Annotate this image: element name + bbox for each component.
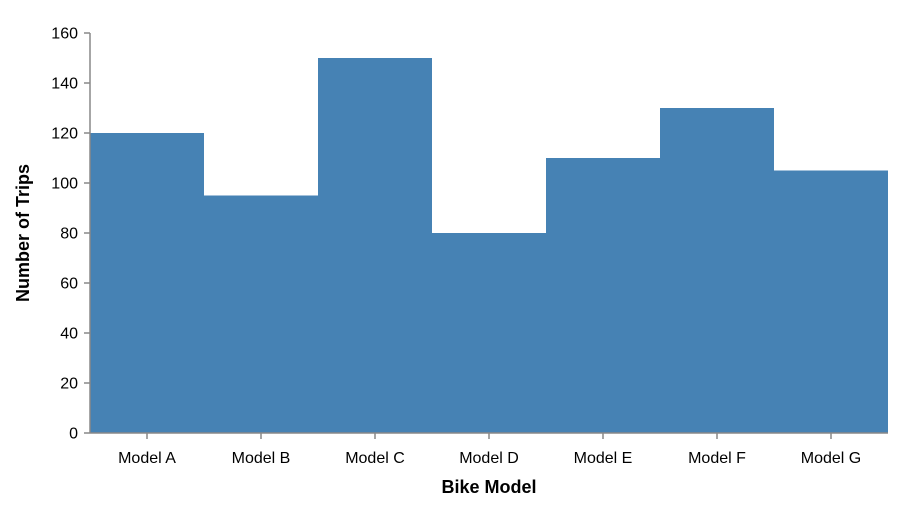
y-tick-label: 100 <box>51 176 78 193</box>
x-tick-label: Model D <box>459 450 519 467</box>
bar-model-f <box>660 108 774 433</box>
x-tick-label: Model F <box>688 450 746 467</box>
y-tick-label: 80 <box>60 226 78 243</box>
y-axis: 0 20 40 60 80 100 120 140 160 <box>51 26 91 443</box>
x-axis: Model A Model B Model C Model D Model E Model… <box>90 432 888 467</box>
bar-model-e <box>546 158 660 433</box>
bars-group <box>90 58 888 433</box>
bar-model-b <box>204 195 318 433</box>
bar-model-c <box>318 58 432 433</box>
y-tick-label: 140 <box>51 76 78 93</box>
y-tick-label: 160 <box>51 26 78 43</box>
bar-model-d <box>432 233 546 433</box>
y-tick-label: 40 <box>60 326 78 343</box>
x-tick-label: Model C <box>345 450 405 467</box>
y-tick-label: 20 <box>60 376 78 393</box>
y-axis-title: Number of Trips <box>13 164 33 302</box>
y-tick-label: 60 <box>60 276 78 293</box>
y-tick-label: 0 <box>69 426 78 443</box>
x-tick-label: Model G <box>801 450 861 467</box>
y-tick-label: 120 <box>51 126 78 143</box>
x-tick-label: Model B <box>232 450 291 467</box>
x-axis-title: Bike Model <box>441 477 536 497</box>
bar-model-g <box>774 170 888 433</box>
bar-model-a <box>90 133 204 433</box>
x-tick-label: Model A <box>118 450 176 467</box>
x-tick-label: Model E <box>574 450 633 467</box>
